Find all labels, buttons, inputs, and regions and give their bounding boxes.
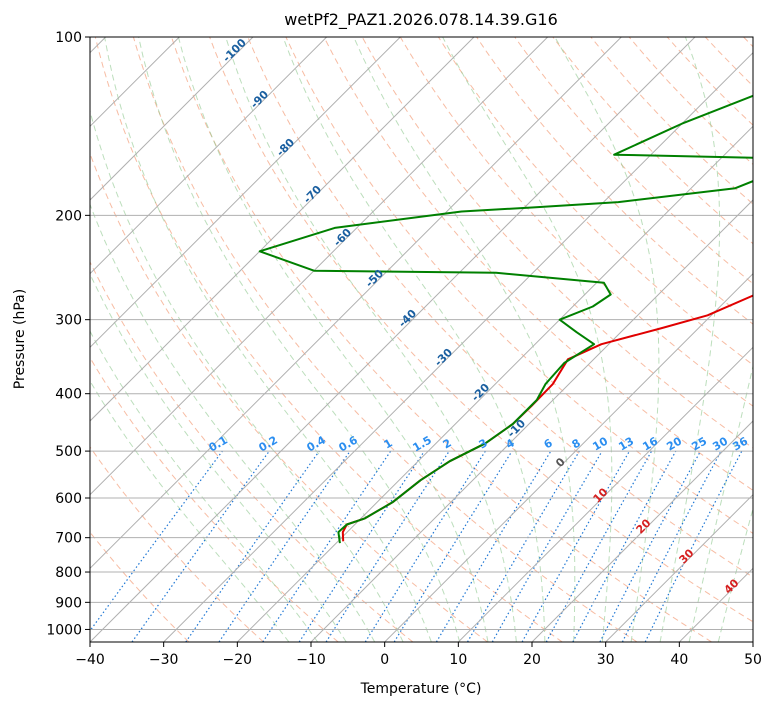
dry-adiabat-line: [94, 37, 563, 642]
mixing-ratio-line: [90, 450, 223, 632]
isotherm-line: [90, 37, 254, 201]
grid-lines: [90, 37, 753, 642]
dry-adiabat-line: [323, 37, 753, 491]
y-tick-label: 900: [55, 595, 82, 611]
y-tick-label: 800: [55, 565, 82, 581]
moist-adiabat-line: [90, 108, 404, 642]
isotherm-line: [90, 37, 622, 570]
x-tick-label: 50: [744, 652, 762, 668]
isotherm-line: [236, 125, 753, 642]
dewpoint-profile-line: [258, 94, 753, 544]
isotherm-line: [90, 37, 328, 275]
isotherm-line: [90, 37, 549, 496]
mixing-ratio-line: [364, 450, 486, 642]
isotherm-line: [605, 493, 753, 642]
dry-adiabat-line: [247, 37, 753, 578]
isotherm-line: [384, 272, 753, 642]
isotherm-line: [457, 346, 753, 642]
moist-adiabat-line: [138, 37, 461, 642]
moist-adiabat-line: [717, 506, 753, 642]
background-lines: [90, 37, 753, 642]
y-axis-ticks: 100 200 300 400 500 600 700 800 900 1000: [46, 30, 90, 638]
mixing-ratio-line: [131, 450, 270, 642]
moist-adiabat-line: [90, 380, 290, 642]
plot-frame: [89, 36, 754, 643]
x-axis-title: Temperature (°C): [360, 681, 482, 697]
isotherm-line: [163, 51, 753, 642]
mixing-ratio-line: [218, 450, 351, 642]
y-tick-label: 600: [55, 491, 82, 507]
x-tick-label: −40: [75, 652, 105, 668]
moist-adiabat-line: [554, 37, 660, 642]
chart-title: wetPf2_PAZ1.2026.078.14.39.G16: [284, 10, 558, 30]
isotherm-line: [90, 37, 401, 349]
x-tick-label: 10: [449, 652, 467, 668]
moist-adiabat-line: [282, 37, 546, 642]
dry-adiabat-line: [628, 37, 753, 166]
mixing-ratio-line: [466, 450, 580, 642]
isotherm-line: [310, 199, 753, 642]
x-tick-label: 20: [523, 652, 541, 668]
dry-adiabat-line: [476, 37, 753, 325]
moist-adiabat-line: [688, 364, 753, 642]
dry-adiabat-line: [514, 37, 753, 285]
moist-adiabat-line: [104, 37, 432, 642]
dry-adiabat-line: [132, 37, 638, 642]
moist-adiabat-line: [90, 203, 376, 642]
moist-adiabat-line: [442, 37, 613, 642]
y-tick-label: 700: [55, 531, 82, 547]
moist-adiabat-line: [659, 37, 721, 642]
mixing-ratio-line: [491, 450, 603, 642]
mixing-ratio-line: [393, 450, 513, 642]
y-tick-label: 400: [55, 387, 82, 403]
y-tick-label: 500: [55, 444, 82, 460]
isotherm-line: [90, 37, 696, 642]
dry-adiabat-line: [209, 37, 753, 623]
isotherm-line: [531, 420, 753, 642]
dry-adiabat-line: [90, 446, 264, 642]
moist-adiabat-line: [90, 272, 347, 642]
moist-adiabat-line: [177, 37, 489, 642]
mixing-ratio-line: [572, 450, 677, 642]
x-tick-label: 40: [670, 652, 688, 668]
x-tick-label: −30: [149, 652, 179, 668]
y-axis-title: Pressure (hPa): [12, 289, 28, 389]
dry-adiabat-line: [399, 37, 753, 407]
y-tick-label: 200: [55, 208, 82, 224]
mixing-ratio-line: [325, 450, 450, 642]
y-tick-label: 100: [55, 30, 82, 46]
y-tick-label: 300: [55, 313, 82, 329]
mixing-ratio-line: [435, 450, 552, 642]
x-tick-label: −20: [223, 652, 253, 668]
moist-adiabat-line: [353, 37, 576, 642]
x-tick-label: 30: [597, 652, 615, 668]
x-tick-label: 0: [380, 652, 389, 668]
dry-adiabat-line: [90, 260, 414, 642]
x-tick-label: −10: [296, 652, 326, 668]
isotherm-line: [90, 37, 475, 422]
x-axis-ticks: −40 −30 −20 −10 0 10 20 30 40 50: [75, 642, 762, 668]
mixing-ratio-line: [185, 450, 320, 642]
y-tick-label: 1000: [46, 622, 82, 638]
mixing-ratio-line: [521, 450, 631, 642]
data-series: [258, 94, 753, 544]
